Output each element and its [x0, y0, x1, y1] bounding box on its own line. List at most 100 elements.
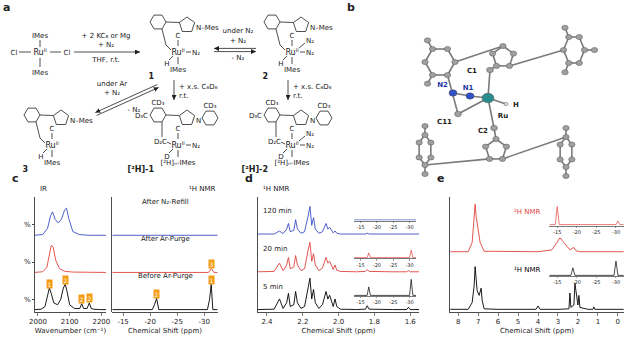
svg-text:N₂: N₂: [192, 142, 200, 150]
svg-text:C: C: [176, 32, 181, 40]
svg-text:Chemical Shift (ppm): Chemical Shift (ppm): [302, 327, 376, 335]
svg-text:3: 3: [556, 318, 560, 326]
svg-text:[²H]-2: [²H]-2: [242, 165, 268, 174]
svg-text:under Ar: under Ar: [97, 80, 128, 88]
svg-text:C2: C2: [478, 127, 488, 135]
svg-text:CD₃: CD₃: [151, 99, 164, 107]
svg-text:D₂C: D₂C: [154, 138, 167, 146]
svg-text:+ N₂: + N₂: [230, 37, 246, 45]
svg-text:2: 2: [576, 318, 580, 326]
svg-text:RuII: RuII: [45, 140, 58, 151]
svg-text:²H NMR: ²H NMR: [514, 208, 541, 216]
svg-text:2: 2: [88, 295, 92, 302]
svg-text:-20: -20: [373, 262, 381, 268]
svg-text:2: 2: [155, 291, 159, 298]
svg-text:-15: -15: [357, 262, 365, 268]
svg-text:4: 4: [536, 318, 541, 326]
svg-text:Chemical Shift (ppm): Chemical Shift (ppm): [500, 327, 574, 335]
svg-text:N: N: [196, 117, 201, 125]
svg-text:+ x.s. C₆D₆: + x.s. C₆D₆: [179, 83, 218, 91]
svg-text:[²H]-1: [²H]-1: [128, 165, 155, 174]
svg-text:After Ar-Purge: After Ar-Purge: [141, 235, 190, 243]
svg-text:N₂: N₂: [306, 142, 314, 150]
svg-text:5 min: 5 min: [263, 283, 283, 291]
svg-text:1.6: 1.6: [405, 318, 417, 326]
svg-text:7: 7: [476, 318, 480, 326]
svg-text:2: 2: [80, 296, 84, 303]
svg-text:2.2: 2.2: [297, 318, 308, 326]
svg-text:-25: -25: [171, 318, 182, 326]
svg-text:¹H NMR: ¹H NMR: [514, 266, 541, 274]
svg-text:+ 2 KC₈ or Mg: + 2 KC₈ or Mg: [82, 32, 131, 40]
svg-text:H: H: [164, 60, 169, 68]
svg-text:-30: -30: [405, 299, 413, 305]
svg-text:1: 1: [48, 281, 52, 288]
svg-text:D₃C: D₃C: [249, 112, 262, 120]
svg-text:-25: -25: [389, 262, 397, 268]
svg-text:2100: 2100: [61, 318, 79, 326]
svg-text:¹H NMR: ¹H NMR: [189, 185, 216, 193]
svg-text:c: c: [12, 172, 19, 185]
svg-text:-30: -30: [198, 318, 209, 326]
svg-text:2.0: 2.0: [333, 318, 344, 326]
svg-text:C: C: [290, 32, 295, 40]
svg-text:-30: -30: [405, 262, 413, 268]
svg-text:RuII: RuII: [33, 47, 46, 58]
svg-text:-15: -15: [117, 318, 128, 326]
svg-text:5: 5: [516, 318, 520, 326]
svg-text:N–Mes: N–Mes: [196, 24, 219, 32]
svg-text:H: H: [38, 153, 43, 161]
svg-text:Cl: Cl: [64, 49, 71, 57]
svg-text:[²H]ₙ-IMes: [²H]ₙ-IMes: [161, 159, 196, 167]
svg-text:D: D: [278, 153, 283, 161]
svg-text:N–Mes: N–Mes: [70, 117, 93, 125]
svg-text:¹H NMR: ¹H NMR: [263, 185, 290, 193]
svg-text:C1: C1: [467, 67, 477, 75]
svg-text:1: 1: [148, 72, 154, 81]
svg-text:Cl: Cl: [11, 49, 18, 57]
svg-text:-20: -20: [573, 229, 581, 235]
svg-text:2.4: 2.4: [261, 318, 273, 326]
svg-text:RuII: RuII: [171, 47, 184, 58]
svg-text:IMes: IMes: [284, 66, 300, 74]
svg-text:-20: -20: [144, 318, 155, 326]
svg-text:2000: 2000: [29, 318, 47, 326]
svg-text:IMes: IMes: [44, 159, 60, 167]
svg-text:Chemical Shift (ppm): Chemical Shift (ppm): [128, 327, 202, 335]
svg-text:IMes: IMes: [170, 66, 186, 74]
svg-text:D: D: [164, 153, 169, 161]
svg-text:C11: C11: [437, 118, 452, 126]
svg-text:-15: -15: [357, 299, 365, 305]
svg-text:1: 1: [596, 318, 600, 326]
svg-text:-30: -30: [405, 224, 413, 230]
svg-text:1: 1: [210, 277, 214, 284]
svg-text:N₂: N₂: [192, 49, 200, 57]
svg-text:CD₃: CD₃: [317, 102, 330, 110]
svg-text:120 min: 120 min: [263, 207, 292, 215]
svg-text:RuII: RuII: [171, 140, 184, 151]
svg-text:-20: -20: [373, 299, 381, 305]
svg-text:-15: -15: [357, 224, 365, 230]
svg-text:THF, r.t.: THF, r.t.: [91, 56, 119, 64]
svg-text:C: C: [50, 125, 55, 133]
svg-text:+ N₂: + N₂: [98, 41, 114, 49]
svg-text:- N₂: - N₂: [128, 106, 141, 114]
svg-text:After N₂-Refill: After N₂-Refill: [142, 198, 189, 206]
svg-text:b: b: [347, 1, 355, 14]
svg-text:+ N₂: + N₂: [104, 89, 120, 97]
svg-text:%: %: [24, 296, 31, 304]
svg-text:N₂: N₂: [306, 130, 314, 138]
svg-text:N2: N2: [437, 81, 448, 89]
svg-text:D₃C: D₃C: [135, 112, 148, 120]
svg-text:CD₃: CD₃: [265, 99, 278, 107]
svg-text:+ x.s. C₆D₆: + x.s. C₆D₆: [293, 83, 332, 91]
svg-text:IR: IR: [40, 185, 47, 193]
svg-text:[²H]ₙ-IMes: [²H]ₙ-IMes: [275, 159, 310, 167]
svg-text:Ru: Ru: [498, 112, 508, 120]
svg-text:C: C: [176, 125, 181, 133]
svg-text:-20: -20: [373, 224, 381, 230]
svg-text:Wavenumber (cm⁻¹): Wavenumber (cm⁻¹): [35, 327, 107, 335]
svg-text:N–Mes: N–Mes: [310, 24, 333, 32]
svg-text:8: 8: [456, 318, 460, 326]
svg-text:2: 2: [64, 277, 68, 284]
